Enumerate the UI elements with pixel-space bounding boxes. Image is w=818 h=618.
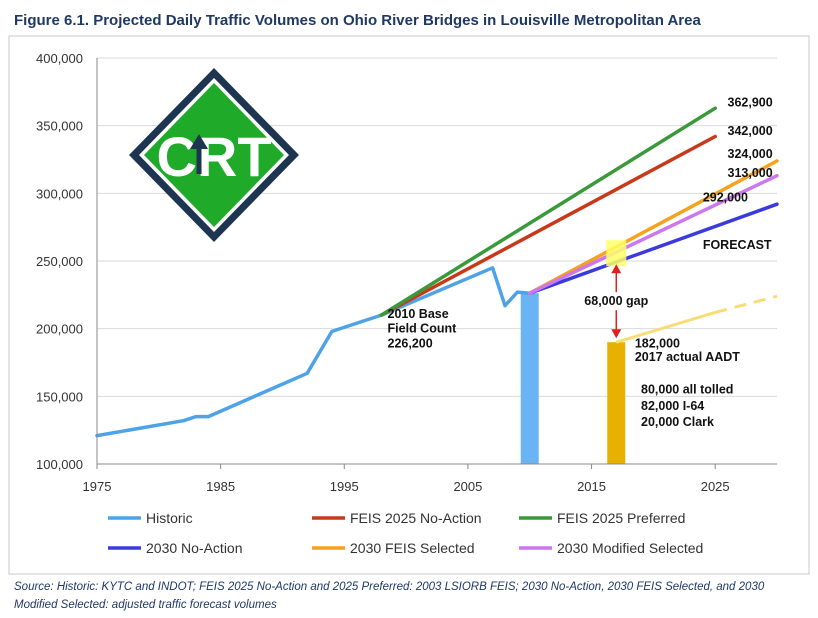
logo-arrow-icon bbox=[190, 134, 208, 149]
y-tick-label: 300,000 bbox=[36, 186, 83, 201]
logo-diamond bbox=[144, 83, 284, 227]
bar bbox=[520, 293, 539, 464]
annotation-v324000: 324,000 bbox=[728, 147, 773, 161]
legend-label: 2030 FEIS Selected bbox=[350, 540, 475, 556]
annotation-v362900: 362,900 bbox=[728, 96, 773, 110]
series-line bbox=[527, 173, 779, 295]
annotation-tol1: 80,000 all tolled bbox=[641, 383, 733, 397]
annotation-act1: 182,000 bbox=[635, 337, 680, 351]
x-tick-label: 2005 bbox=[453, 479, 482, 494]
axes: 100,000 150,000 200,000 250,000 300,000 350,0… bbox=[36, 51, 777, 494]
gap-label-bg bbox=[583, 292, 650, 311]
annotation-tol3: 20,000 Clark bbox=[641, 415, 714, 429]
x-tick-label: 2025 bbox=[701, 479, 730, 494]
annotation-v292000: 292,000 bbox=[703, 190, 748, 204]
annotation-act2: 2017 actual AADT bbox=[635, 350, 740, 364]
y-tick-label: 100,000 bbox=[36, 457, 83, 472]
gap-arrow-down-icon bbox=[611, 329, 622, 339]
series bbox=[95, 106, 779, 438]
x-tick-label: 1995 bbox=[330, 479, 359, 494]
gap-arrow-up-icon bbox=[611, 264, 622, 274]
gap-marker: 68,000 gap bbox=[583, 240, 650, 339]
annotation-forecast: FORECAST bbox=[703, 238, 772, 252]
legend-label: 2030 Modified Selected bbox=[557, 540, 703, 556]
annotation-v342000: 342,000 bbox=[728, 124, 773, 138]
chart-frame bbox=[8, 35, 810, 575]
logo-text: CRT bbox=[156, 125, 271, 188]
crt-logo: CRT bbox=[129, 68, 299, 242]
x-tick-label: 1985 bbox=[206, 479, 235, 494]
y-tick-label: 250,000 bbox=[36, 254, 83, 269]
legend: Historic FEIS 2025 No-Action FEIS 2025 Pre… bbox=[108, 510, 703, 556]
y-tick-label: 200,000 bbox=[36, 322, 83, 337]
annotation-base1: 2010 Base bbox=[388, 307, 449, 321]
legend-label: Historic bbox=[146, 510, 193, 526]
annotation-tol2: 82,000 I-64 bbox=[641, 399, 704, 413]
projection-dashed-line bbox=[714, 294, 778, 314]
y-tick-label: 400,000 bbox=[36, 51, 83, 66]
series-line bbox=[527, 202, 779, 295]
series-line bbox=[379, 106, 717, 317]
series-line bbox=[95, 266, 532, 438]
gap-highlight bbox=[606, 240, 627, 267]
legend-label: FEIS 2025 No-Action bbox=[350, 510, 482, 526]
x-tick-label: 2015 bbox=[577, 479, 606, 494]
series-line bbox=[527, 159, 779, 295]
annotation-base2: Field Count bbox=[388, 322, 458, 336]
source-note: Source: Historic: KYTC and INDOT; FEIS 2… bbox=[14, 581, 765, 611]
legend-label: 2030 No-Action bbox=[146, 540, 243, 556]
projection-line bbox=[615, 310, 716, 344]
series-line bbox=[379, 134, 717, 317]
x-tick-label: 1975 bbox=[83, 479, 112, 494]
annotation-v313000: 313,000 bbox=[728, 166, 773, 180]
annotations: 362,900 342,000 324,000 313,000 292,000 FOREC… bbox=[388, 96, 773, 429]
gap-label: 68,000 gap bbox=[584, 294, 648, 308]
legend-label: FEIS 2025 Preferred bbox=[557, 510, 685, 526]
bar bbox=[607, 342, 626, 464]
y-tick-label: 350,000 bbox=[36, 119, 83, 134]
bars bbox=[520, 293, 626, 464]
y-tick-label: 150,000 bbox=[36, 389, 83, 404]
annotation-base3: 226,200 bbox=[388, 337, 433, 351]
figure-title: Figure 6.1. Projected Daily Traffic Volu… bbox=[14, 12, 701, 29]
